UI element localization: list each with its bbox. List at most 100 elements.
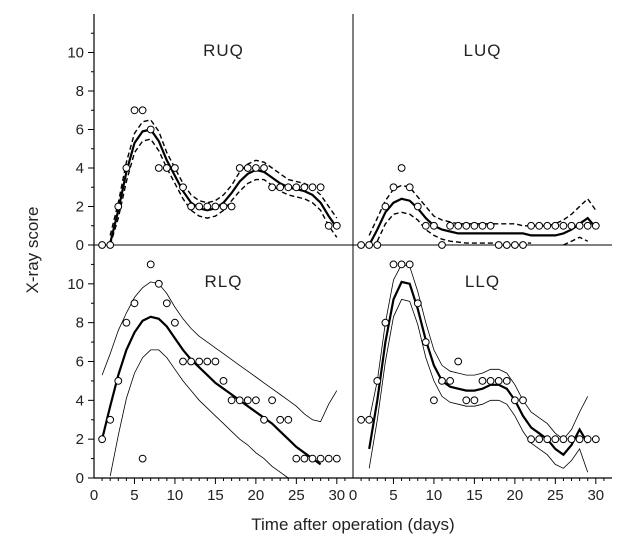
data-point [389, 183, 398, 192]
data-point [583, 435, 592, 444]
data-point [162, 299, 171, 308]
data-point [98, 435, 106, 444]
x-tick-label: 0 [90, 487, 98, 504]
confidence-band-lower [368, 298, 589, 473]
data-point [438, 241, 446, 249]
data-point [114, 202, 123, 211]
data-point [535, 435, 544, 444]
data-point [235, 164, 244, 172]
data-point [583, 221, 592, 230]
data-point [219, 377, 228, 385]
data-point [519, 241, 527, 249]
data-point [284, 415, 293, 424]
data-point [260, 415, 268, 424]
data-point [462, 221, 471, 230]
data-point [268, 396, 277, 405]
data-point [397, 164, 406, 172]
x-tick-label: 10 [167, 487, 184, 504]
data-point [195, 202, 204, 211]
y-tick-label: 2 [76, 199, 84, 216]
y-tick-label: 8 [76, 315, 84, 332]
data-point [454, 221, 463, 230]
data-point [430, 396, 438, 405]
data-point [300, 454, 309, 463]
data-point [567, 435, 576, 444]
x-tick-label: 30 [328, 487, 345, 504]
data-point [98, 241, 106, 249]
x-tick-label: 20 [507, 487, 524, 504]
data-point [486, 377, 495, 385]
data-point [316, 183, 325, 192]
data-point [511, 396, 519, 405]
data-point [235, 396, 244, 405]
data-point [106, 415, 115, 424]
panel-plot-area [101, 281, 338, 479]
data-point [211, 357, 220, 366]
data-point [316, 454, 325, 463]
confidence-band-upper [101, 281, 338, 423]
data-point [211, 202, 220, 211]
data-point [260, 164, 268, 172]
data-point [389, 260, 398, 269]
confidence-band-lower-tail [563, 236, 589, 246]
confidence-band-upper [368, 263, 589, 440]
data-point [405, 183, 414, 192]
data-point [494, 377, 503, 385]
data-point [195, 357, 204, 366]
data-point [122, 318, 131, 327]
data-point [179, 357, 187, 366]
panel-plot-area [368, 184, 597, 246]
data-point [511, 241, 519, 249]
data-point [162, 164, 171, 172]
data-point [227, 202, 236, 211]
data-point [446, 377, 455, 385]
panels-layer: RUQ LUQ RLQ LLQ [98, 41, 600, 479]
y-tick-label: 6 [76, 122, 84, 139]
data-point [413, 202, 422, 211]
confidence-band-lower [376, 211, 532, 244]
data-point [567, 221, 576, 230]
data-point [324, 454, 333, 463]
data-point [502, 377, 511, 385]
data-point [203, 357, 212, 366]
data-point [146, 125, 155, 134]
data-point [575, 435, 584, 444]
fit-line [368, 280, 589, 457]
data-point [559, 435, 568, 444]
fit-line [368, 197, 597, 246]
x-tick-label: 15 [466, 487, 483, 504]
y-tick-label: 10 [67, 276, 84, 293]
data-point [332, 454, 341, 463]
data-point [405, 260, 414, 269]
data-point [462, 396, 471, 405]
y-tick-label: 4 [76, 392, 84, 409]
data-point [284, 183, 293, 192]
y-tick-label: 6 [76, 354, 84, 371]
data-point [381, 318, 390, 327]
panel-title: RUQ [203, 41, 244, 60]
fit-line [101, 315, 322, 466]
data-point [243, 164, 252, 172]
panel-luq: LUQ [357, 41, 600, 249]
confidence-band-upper [109, 119, 338, 236]
data-point [470, 396, 479, 405]
data-point [252, 164, 260, 172]
panel-rlq: RLQ [98, 260, 341, 479]
data-point [114, 377, 123, 385]
data-point [421, 338, 430, 347]
panel-llq: LLQ [357, 260, 600, 473]
panel-ruq: RUQ [98, 41, 341, 249]
data-point [171, 318, 179, 327]
x-tick-label: 15 [207, 487, 224, 504]
x-tick-label: 10 [426, 487, 443, 504]
data-point [357, 241, 366, 249]
data-point [551, 435, 560, 444]
data-point [535, 221, 544, 230]
x-tick-label: 25 [547, 487, 564, 504]
y-tick-label: 2 [76, 431, 84, 448]
data-point [502, 241, 511, 249]
data-point [421, 221, 430, 230]
y-tick-label: 10 [67, 45, 84, 62]
